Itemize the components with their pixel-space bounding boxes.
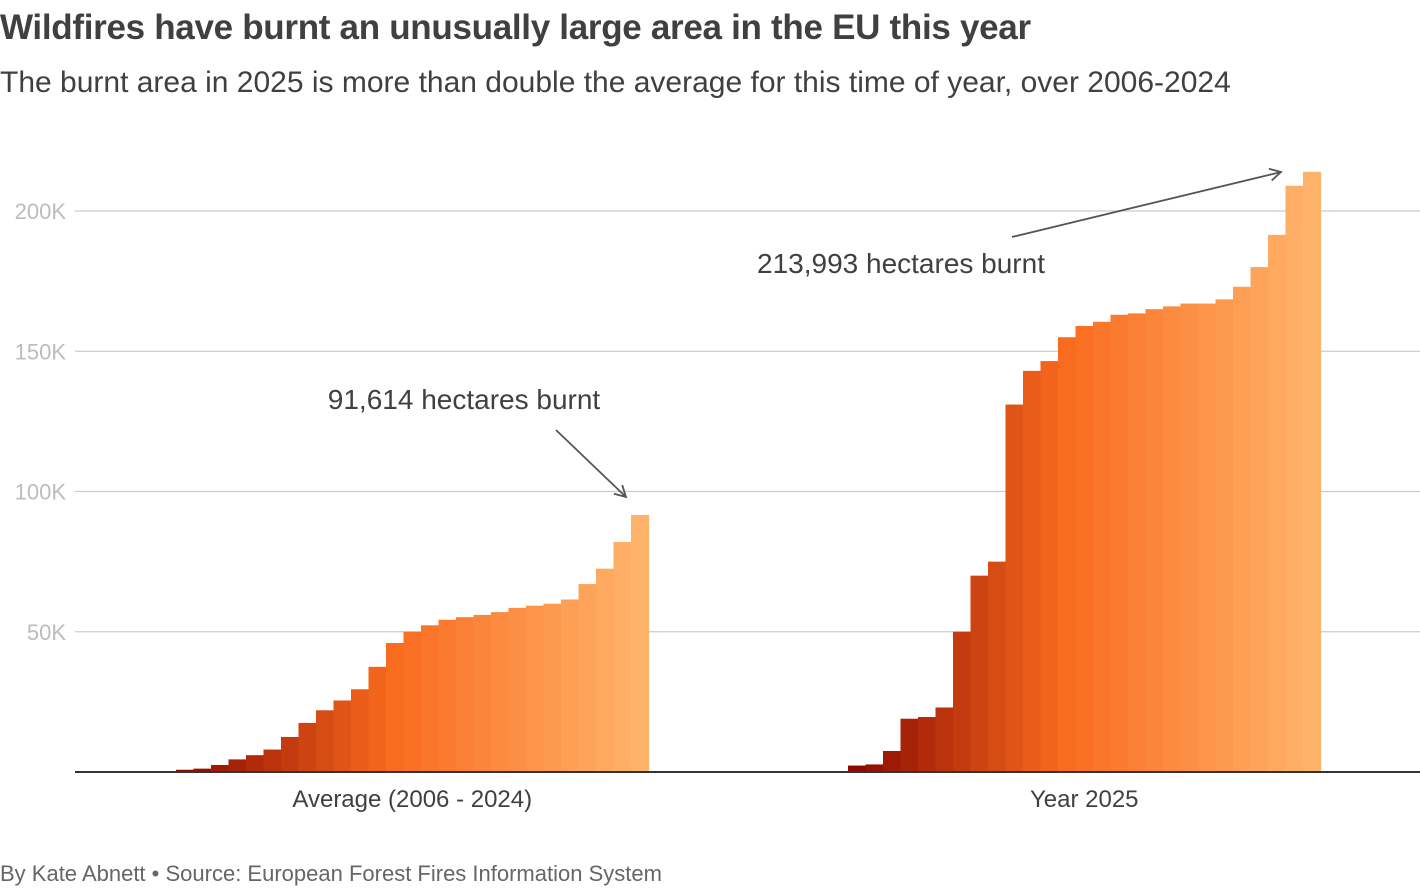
bar-average-5 bbox=[246, 755, 265, 772]
y-tick-label: 200K bbox=[15, 199, 67, 224]
bar-year-2025-13 bbox=[1058, 337, 1077, 772]
bar-average-3 bbox=[211, 764, 230, 772]
bar-year-2025-18 bbox=[1145, 309, 1164, 772]
bar-year-2025-12 bbox=[1040, 361, 1059, 772]
bar-average-8 bbox=[298, 722, 317, 772]
bar-year-2025-6 bbox=[935, 707, 954, 772]
chart-title: Wildfires have burnt an unusually large … bbox=[0, 8, 1031, 47]
bar-average-27 bbox=[631, 515, 650, 772]
annotation-arrow-average bbox=[555, 429, 628, 499]
bar-average-4 bbox=[228, 759, 247, 772]
bar-average-21 bbox=[526, 605, 545, 772]
bar-year-2025-4 bbox=[900, 718, 919, 772]
bar-year-2025-27 bbox=[1303, 171, 1322, 772]
bar-year-2025-1 bbox=[848, 765, 867, 772]
bar-year-2025-25 bbox=[1268, 234, 1287, 772]
bar-average-16 bbox=[438, 619, 457, 772]
bar-average-19 bbox=[491, 612, 510, 772]
bar-year-2025-23 bbox=[1233, 286, 1252, 772]
bar-average-22 bbox=[543, 603, 562, 772]
bar-year-2025-5 bbox=[918, 717, 937, 772]
annotation-arrow-year-2025 bbox=[1011, 167, 1283, 238]
bar-average-25 bbox=[596, 568, 615, 772]
bar-year-2025-3 bbox=[883, 750, 902, 772]
bar-year-2025-19 bbox=[1163, 306, 1182, 772]
y-tick-label: 100K bbox=[15, 480, 67, 505]
bar-year-2025-8 bbox=[970, 575, 989, 772]
annotation-year-2025: 213,993 hectares burnt bbox=[757, 248, 1045, 279]
bar-year-2025-21 bbox=[1198, 303, 1217, 772]
bar-average-15 bbox=[421, 625, 440, 772]
bar-average-18 bbox=[473, 614, 492, 772]
bar-average-26 bbox=[613, 541, 632, 772]
bar-year-2025-16 bbox=[1110, 314, 1129, 772]
y-tick-label: 50K bbox=[27, 620, 66, 645]
footer-separator: • bbox=[151, 861, 160, 886]
bar-year-2025-17 bbox=[1128, 313, 1147, 772]
bar-year-2025-7 bbox=[953, 631, 972, 772]
source-note: Source: European Forest Fires Informatio… bbox=[165, 861, 662, 886]
bar-average-9 bbox=[316, 710, 335, 772]
bar-average-1 bbox=[176, 769, 195, 772]
bar-average-10 bbox=[333, 700, 352, 772]
bar-average-2 bbox=[193, 768, 212, 772]
bar-year-2025-2 bbox=[865, 764, 884, 772]
axes: Average (2006 - 2024) Year 2025 bbox=[75, 771, 1420, 813]
bar-average-20 bbox=[508, 607, 527, 772]
chart-footer: By Kate Abnett • Source: European Forest… bbox=[0, 861, 662, 887]
bar-average-17 bbox=[456, 617, 475, 772]
annotations: 91,614 hectares burnt 213,993 hectares bu… bbox=[328, 167, 1283, 499]
bar-year-2025-24 bbox=[1250, 267, 1269, 772]
bar-average-13 bbox=[386, 642, 405, 772]
category-label: Average (2006 - 2024) bbox=[292, 786, 532, 813]
bar-year-2025-11 bbox=[1023, 370, 1042, 772]
bar-average-6 bbox=[263, 749, 282, 772]
bars bbox=[176, 171, 1322, 772]
bar-year-2025-10 bbox=[1005, 404, 1024, 772]
bar-year-2025-22 bbox=[1215, 299, 1234, 772]
bar-average-11 bbox=[351, 689, 370, 772]
category-label: Year 2025 bbox=[1030, 786, 1139, 813]
bar-year-2025-20 bbox=[1180, 303, 1199, 772]
bar-year-2025-14 bbox=[1075, 326, 1094, 772]
bar-average-7 bbox=[281, 736, 300, 772]
bar-average-24 bbox=[578, 584, 597, 772]
byline: By Kate Abnett bbox=[0, 861, 146, 886]
bar-average-14 bbox=[403, 631, 422, 772]
chart-subtitle: The burnt area in 2025 is more than doub… bbox=[0, 66, 1231, 99]
bar-chart: 50K 100K 150K 200K Average (2006 - 2024) Yea… bbox=[15, 167, 1420, 813]
bar-year-2025-26 bbox=[1285, 185, 1304, 772]
bar-average-23 bbox=[561, 599, 580, 772]
y-tick-label: 150K bbox=[15, 339, 67, 364]
bar-year-2025-9 bbox=[988, 561, 1007, 772]
annotation-average: 91,614 hectares burnt bbox=[328, 384, 601, 415]
bar-average-12 bbox=[368, 666, 387, 772]
bar-year-2025-15 bbox=[1093, 321, 1112, 772]
